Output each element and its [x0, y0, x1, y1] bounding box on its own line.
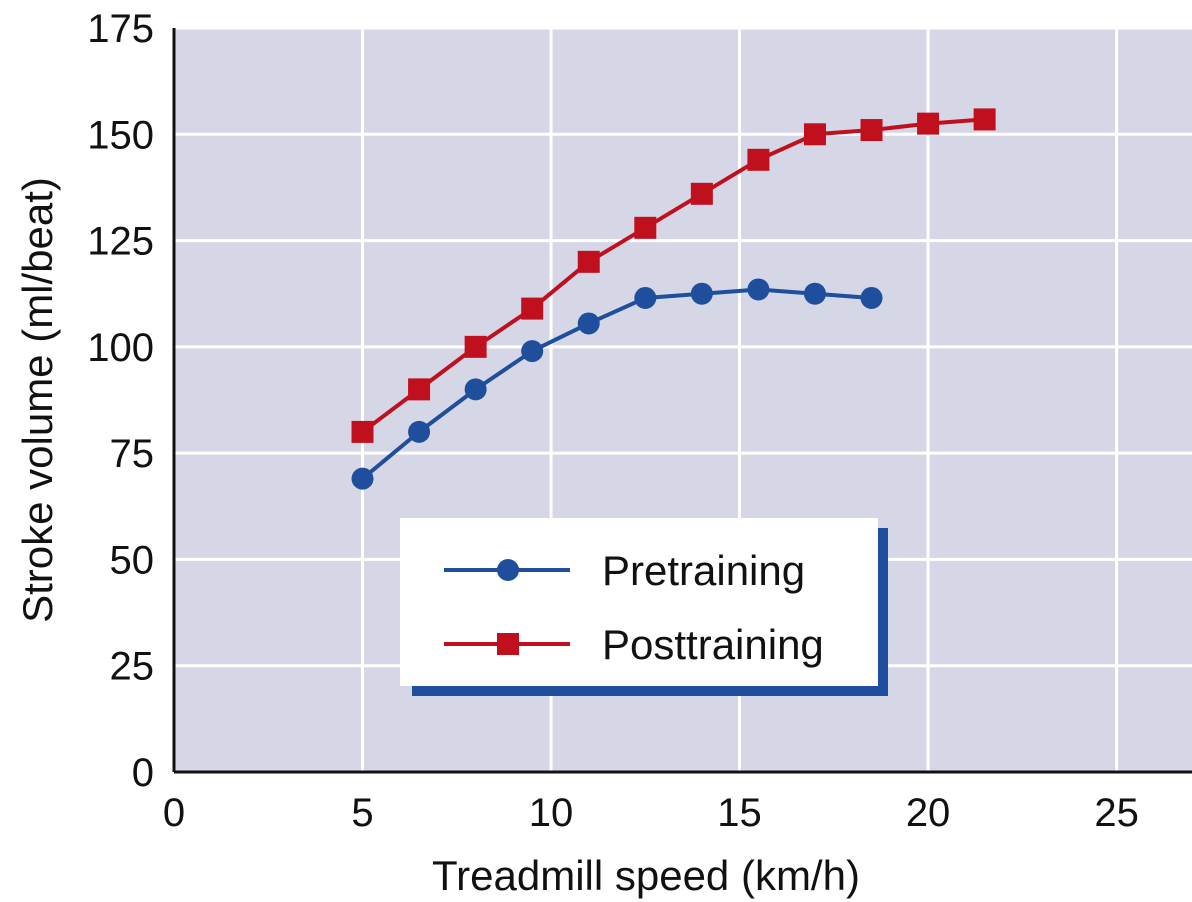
pretraining-point: [351, 467, 374, 490]
y-tick-label: 125: [87, 220, 154, 264]
legend-item-pretraining: Pretraining: [444, 547, 805, 594]
grid-lines: [174, 26, 1192, 772]
legend-item-posttraining: Posttraining: [444, 621, 824, 668]
legend: Pretraining Posttraining: [400, 518, 888, 696]
x-tick-label: 20: [906, 791, 951, 835]
posttraining-point: [803, 123, 826, 146]
x-tick-label: 5: [351, 791, 373, 835]
posttraining-point: [521, 297, 544, 320]
posttraining-point: [690, 182, 713, 205]
y-axis-ticks: 0 25 50 75 100 125 150 175: [87, 7, 154, 795]
pretraining-point: [577, 312, 600, 335]
x-tick-label: 0: [163, 791, 185, 835]
y-tick-label: 150: [87, 113, 154, 157]
y-axis-title: Stroke volume (ml/beat): [14, 177, 61, 623]
legend-label: Pretraining: [602, 547, 805, 594]
pretraining-point: [860, 286, 883, 309]
data-series: [351, 108, 996, 490]
pretraining-point: [803, 282, 826, 305]
pretraining-series: [351, 278, 883, 490]
axes: [172, 28, 1192, 774]
posttraining-point: [408, 378, 431, 401]
pretraining-point: [634, 286, 657, 309]
pretraining-point: [747, 278, 770, 301]
posttraining-point: [634, 216, 657, 239]
y-tick-label: 175: [87, 7, 154, 51]
x-tick-label: 25: [1094, 791, 1139, 835]
pretraining-point: [690, 282, 713, 305]
posttraining-point: [860, 119, 883, 142]
y-tick-label: 100: [87, 326, 154, 370]
x-tick-label: 15: [717, 791, 762, 835]
posttraining-point: [973, 108, 996, 131]
x-axis-title: Treadmill speed (km/h): [432, 852, 860, 899]
y-tick-label: 50: [110, 538, 155, 582]
y-tick-label: 75: [110, 432, 155, 476]
y-tick-label: 0: [132, 751, 154, 795]
y-tick-label: 25: [110, 645, 155, 689]
legend-swatch-marker: [497, 559, 519, 581]
x-axis-ticks: 0 5 10 15 20 25: [163, 791, 1139, 835]
legend-label: Posttraining: [602, 621, 824, 668]
posttraining-point: [577, 250, 600, 273]
pretraining-point: [408, 420, 431, 443]
x-tick-label: 10: [529, 791, 574, 835]
pretraining-line: [361, 287, 872, 481]
pretraining-point: [521, 340, 544, 363]
posttraining-series: [351, 108, 996, 443]
posttraining-point: [747, 148, 770, 171]
posttraining-point: [351, 420, 374, 443]
pretraining-point: [464, 378, 487, 401]
posttraining-point: [917, 112, 940, 135]
legend-swatch-marker: [497, 633, 519, 655]
legend-box: [400, 518, 878, 686]
posttraining-point: [464, 335, 487, 358]
